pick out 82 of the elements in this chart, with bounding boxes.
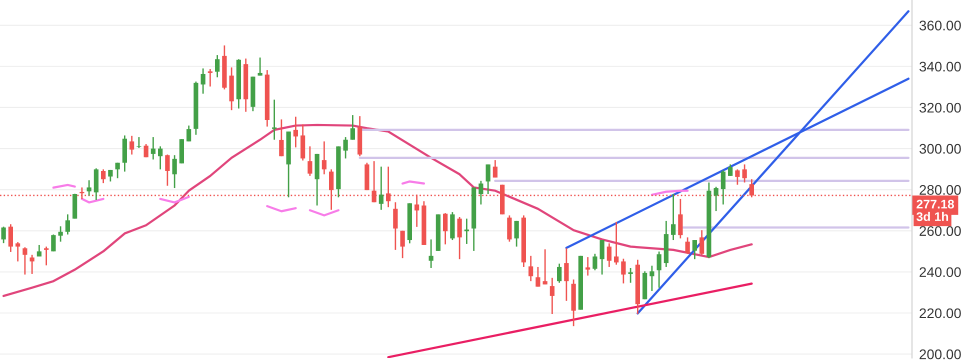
candlestick: [393, 202, 398, 251]
candlestick: [728, 164, 733, 177]
candlestick: [492, 159, 498, 178]
candlestick: [322, 140, 327, 175]
candlestick: [670, 193, 676, 241]
candlestick: [592, 253, 598, 271]
candlestick: [478, 180, 484, 206]
candlestick: [186, 124, 192, 142]
candlestick: [378, 166, 384, 211]
y-tick-label: 220.00: [920, 308, 961, 318]
candlestick: [442, 212, 448, 246]
y-tick-label: 240.00: [920, 267, 961, 278]
candlestick: [650, 265, 654, 292]
candlestick: [1, 226, 6, 244]
candlestick: [36, 244, 42, 258]
candlestick: [678, 198, 683, 240]
candlestick: [200, 68, 206, 94]
candlestick: [428, 238, 434, 269]
candlestick: [300, 124, 306, 162]
candlestick: [150, 136, 156, 160]
candlestick: [308, 146, 312, 177]
candlestick: [699, 229, 704, 256]
candlestick: [65, 214, 70, 236]
candlestick: [158, 146, 163, 170]
candlestick: [614, 221, 619, 266]
candlestick: [165, 154, 170, 186]
candlestick: [507, 214, 512, 242]
candlestick: [464, 218, 470, 245]
candlestick: [414, 194, 420, 228]
candlestick: [279, 118, 284, 157]
candlestick: [350, 114, 356, 140]
candlestick: [600, 239, 604, 276]
y-tick-label: 300.00: [919, 144, 961, 154]
y-tick-label: 280.00: [920, 185, 961, 195]
candlestick: [115, 162, 120, 179]
candlestick: [94, 168, 99, 201]
line-series: [2, 124, 753, 298]
candlestick: [58, 226, 63, 242]
ref-line-label: 277.18: [916, 200, 954, 209]
candlestick: [528, 255, 534, 282]
candlestick: [714, 186, 718, 212]
candlestick: [208, 68, 213, 88]
candlestick: [692, 239, 698, 260]
y-tick-label: 360.00: [919, 20, 961, 30]
candlestick: [656, 250, 662, 288]
candlestick: [564, 248, 569, 302]
candlestick: [550, 277, 555, 315]
candlestick: [621, 258, 626, 284]
candlestick: [293, 116, 298, 148]
candlestick: [51, 234, 56, 252]
candlestick: [720, 170, 726, 206]
candlestick: [30, 254, 34, 275]
candlestick: [628, 267, 633, 284]
candlestick: [272, 98, 277, 140]
candlestick: [136, 136, 142, 149]
candlestick: [486, 164, 490, 195]
y-tick-label: 260.00: [920, 226, 961, 236]
candlestick: [400, 230, 405, 259]
candlestick: [457, 216, 462, 260]
candlestick: [343, 136, 348, 160]
candlestick: [8, 224, 14, 253]
candlestick: [542, 248, 548, 286]
candlestick: [742, 164, 747, 184]
candlestick: [22, 246, 28, 276]
candlestick: [606, 242, 612, 268]
candlestick: [86, 180, 92, 196]
candlestick: [685, 236, 690, 254]
y-tick-label: 340.00: [919, 62, 961, 72]
candlestick: [44, 246, 49, 266]
candlestick: [144, 143, 148, 158]
candlestick: [129, 135, 134, 156]
candlestick: [556, 262, 562, 284]
candlestick: [258, 56, 262, 76]
candlestick: [536, 266, 540, 288]
y-tick-label: 320.00: [919, 102, 961, 113]
candlestick: [100, 168, 106, 184]
y-tick-label: 200.00: [920, 349, 961, 360]
candlestick: [514, 220, 519, 248]
candlestick: [214, 54, 220, 78]
candlestick: [735, 168, 740, 186]
candlestick: [172, 154, 177, 189]
text: 3d 1h: [916, 212, 948, 222]
